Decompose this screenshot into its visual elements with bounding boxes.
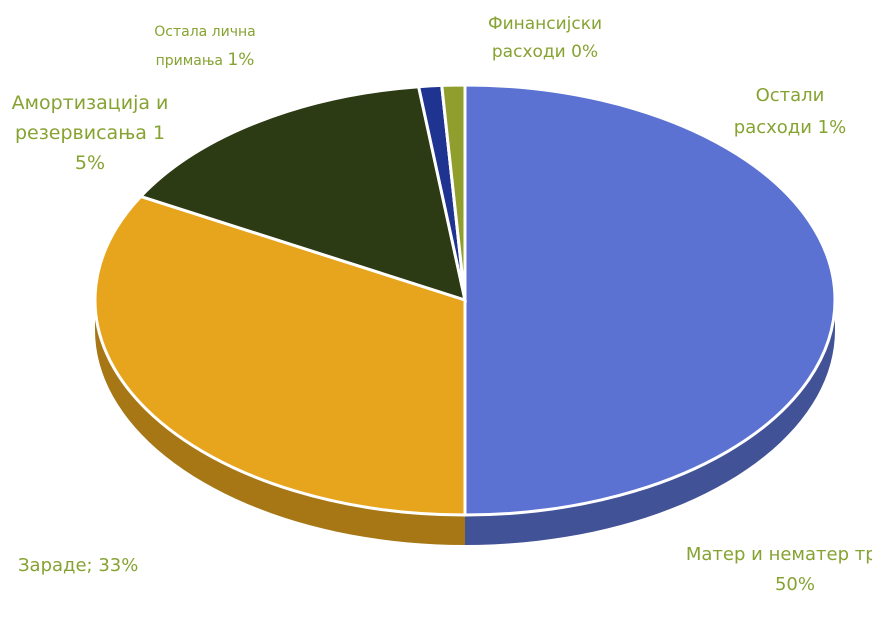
- slice-side: [465, 300, 835, 545]
- slice-label: Финансијски расходи 0%: [455, 10, 635, 66]
- slice-side: [95, 300, 465, 545]
- slice-label: Амортизација и резервисања 15%: [10, 88, 170, 178]
- pie-slice: [93, 194, 467, 517]
- value-label: 1%: [817, 117, 847, 138]
- slice-label: Зараде; 33%: [18, 552, 138, 580]
- category-label: Остала лична примања: [154, 24, 256, 69]
- slice-label: Остали расходи 1%: [720, 80, 860, 144]
- category-label: Матер и нематер трош: [685, 544, 872, 565]
- pie-slice: [440, 83, 467, 301]
- slice-label: Остала лична примања 1%: [130, 18, 280, 75]
- pie-slice: [138, 85, 468, 303]
- value-label: 1%: [227, 50, 255, 70]
- pie-slice: [463, 83, 837, 517]
- category-label: Остали расходи: [733, 85, 825, 138]
- slice-label: Матер и нематер трош 50%: [680, 540, 872, 600]
- value-label: 0%: [571, 42, 599, 62]
- category-label: Финансијски расходи: [487, 14, 603, 62]
- value-label: 50%: [774, 574, 815, 595]
- category-label: Зараде;: [18, 555, 93, 576]
- value-label: 33%: [98, 555, 139, 576]
- category-label: Амортизација и резервисања: [11, 92, 169, 144]
- value-label: 15%: [74, 122, 166, 174]
